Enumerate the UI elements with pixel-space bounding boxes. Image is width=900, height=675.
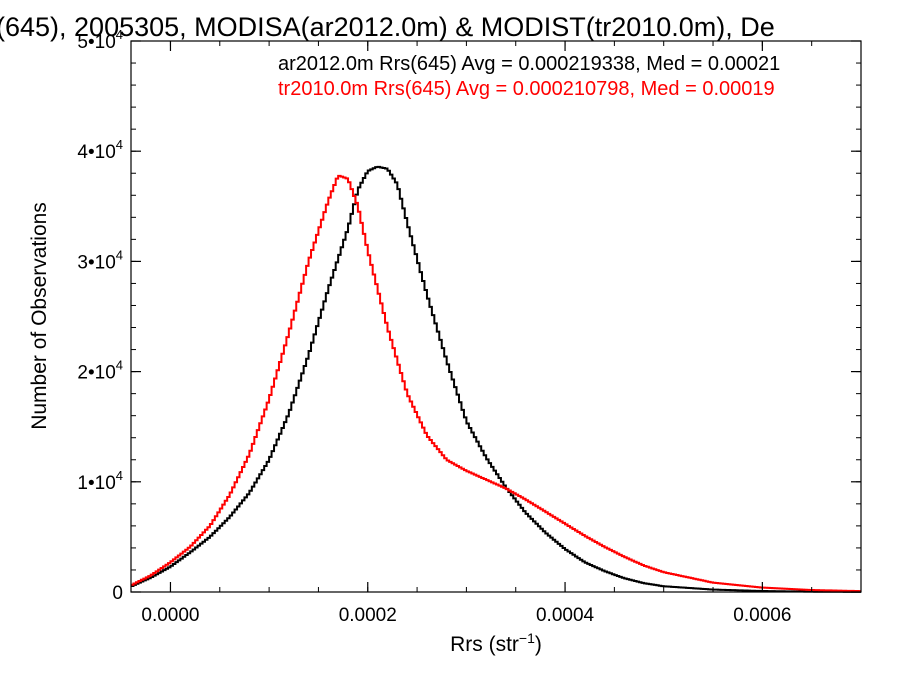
y-tick-label: 4•104: [77, 137, 123, 163]
x-axis-label-text: Rrs (str: [450, 633, 519, 656]
y-tick-label: 2•104: [77, 358, 123, 384]
y-axis-label: Number of Observations: [28, 202, 51, 430]
x-tick-label: 0.0002: [339, 605, 397, 626]
y-tick-label: 0: [112, 583, 123, 604]
series-line-0: [131, 165, 861, 593]
series-line-1: [131, 174, 861, 593]
x-axis-label-exponent: −1: [519, 630, 535, 646]
x-tick-label: 0.0004: [536, 605, 595, 626]
chart-title: (645), 2005305, MODISA(ar2012.0m) & MODI…: [0, 12, 775, 42]
legend-entry-1: tr2010.0m Rrs(645) Avg = 0.000210798, Me…: [278, 78, 775, 100]
plot-lines: [131, 165, 861, 593]
x-tick-label: 0.0000: [141, 605, 199, 626]
x-axis-label: Rrs (str−1): [450, 630, 542, 656]
x-tick-label: 0.0006: [733, 605, 791, 626]
plot-frame: [130, 40, 862, 593]
y-tick-label: 3•104: [77, 247, 123, 273]
legend-entry-0: ar2012.0m Rrs(645) Avg = 0.000219338, Me…: [278, 53, 780, 75]
y-tick-label: 1•104: [77, 468, 123, 494]
legend: ar2012.0m Rrs(645) Avg = 0.000219338, Me…: [278, 53, 780, 100]
y-tick-label: 5•104: [77, 27, 123, 53]
x-axis-label-close: ): [535, 633, 542, 656]
axis-ticks: 0.0000 0.0002 0.0004 0.0006 0 1•104 2•104 3•104…: [77, 27, 862, 626]
